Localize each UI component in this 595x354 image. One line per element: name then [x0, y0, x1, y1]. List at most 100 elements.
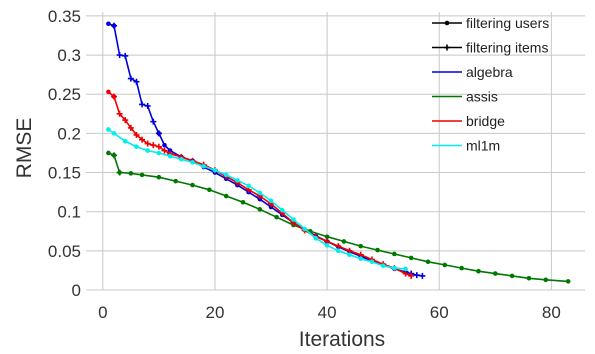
series-assis-point: [425, 259, 431, 265]
series-algebra-point: [116, 52, 123, 59]
legend-label: algebra: [466, 64, 513, 80]
series-ml1m-point: [156, 150, 162, 156]
grid-lines: [86, 12, 585, 291]
series-algebra-point: [106, 21, 111, 27]
y-axis-title: RMSE: [13, 118, 36, 179]
series-algebra-point: [156, 131, 162, 136]
series-assis: [106, 150, 571, 284]
series-assis-point: [509, 273, 515, 279]
series-assis-point: [358, 243, 364, 249]
series-assis-point: [526, 275, 532, 281]
series-assis-point: [240, 199, 246, 205]
y-tick-label: 0.05: [48, 242, 81, 261]
series-algebra-point: [413, 272, 420, 279]
series-bridge-point: [408, 272, 415, 279]
legend-item-assis: assis: [432, 89, 498, 105]
legend-item-ml1m: ml1m: [432, 138, 500, 154]
x-tick-label: 20: [205, 303, 224, 322]
series-algebra-point: [167, 148, 173, 153]
series-assis-point: [106, 150, 111, 156]
series-ml1m-point: [380, 263, 386, 269]
series-ml1m-point: [324, 243, 330, 248]
series-ml1m-point: [223, 172, 229, 178]
series-ml1m-point: [212, 167, 218, 173]
series-algebra-point: [419, 272, 426, 279]
series-ml1m-point: [313, 236, 319, 241]
y-tick-label: 0.15: [48, 164, 81, 183]
series-assis-point: [274, 214, 279, 220]
x-tick-label: 0: [98, 303, 107, 322]
series-bridge-point: [402, 270, 409, 277]
series-ml1m-point: [336, 248, 341, 254]
y-tick-label: 0: [72, 281, 81, 300]
series-assis-point: [341, 239, 347, 244]
legend-item-bridge: bridge: [432, 113, 505, 129]
series-bridge-point: [161, 147, 168, 154]
legend-label: ml1m: [466, 138, 500, 154]
series-ml1m-point: [403, 266, 408, 272]
legend: filtering users filtering items algebra ass…: [432, 15, 549, 154]
series-ml1m: [106, 127, 408, 272]
series-ml1m-point: [369, 259, 375, 265]
y-tick-label: 0.25: [48, 85, 81, 104]
series-assis-point: [117, 170, 122, 175]
x-tick-label: 40: [318, 303, 337, 322]
legend-marker-point: [444, 20, 450, 26]
legend-label: assis: [466, 89, 498, 105]
series-bridge-point: [139, 136, 146, 143]
legend-label: filtering items: [466, 40, 548, 56]
series-assis-point: [375, 247, 380, 253]
series-ml1m-point: [145, 148, 150, 153]
x-axis-title: Iterations: [299, 328, 385, 351]
series-assis-point: [565, 279, 571, 284]
y-tick-label: 0.2: [57, 124, 81, 143]
legend-item-algebra: algebra: [432, 64, 513, 80]
series-ml1m-point: [134, 144, 139, 149]
series-assis-point: [476, 268, 481, 274]
series-assis-point: [156, 174, 162, 180]
series-assis-line: [113, 155, 121, 173]
series-ml1m-point: [268, 198, 274, 204]
series-bridge-point: [116, 110, 123, 117]
series-ml1m-point: [392, 265, 397, 271]
series-algebra-point: [111, 22, 118, 29]
legend-label: bridge: [466, 113, 505, 129]
series-ml1m-point: [190, 160, 195, 165]
legend-item-filtering-users: filtering users: [432, 15, 549, 31]
series-ml1m-point: [201, 163, 207, 169]
series-ml1m-point: [106, 127, 111, 132]
series-bridge-point: [122, 117, 129, 124]
series-algebra-point: [162, 142, 167, 148]
series-bridge-point: [106, 89, 111, 95]
series-algebra-point: [133, 78, 140, 85]
series-bridge-point: [127, 124, 134, 131]
y-tick-label: 0.1: [57, 203, 81, 222]
series-ml1m-point: [179, 156, 184, 162]
series-algebra-point: [122, 52, 129, 59]
legend-marker-point: [444, 44, 450, 51]
series-assis-point: [392, 251, 397, 257]
series-bridge-point: [144, 140, 151, 147]
series-algebra-point: [127, 75, 134, 82]
series-assis-point: [128, 171, 134, 176]
y-tick-label: 0.3: [57, 46, 81, 65]
series-ml1m-point: [246, 183, 251, 189]
series-layer: [106, 21, 571, 284]
series-ml1m-point: [167, 153, 173, 159]
series-ml1m-point: [291, 217, 296, 222]
series-assis-point: [408, 255, 414, 261]
series-assis-point: [173, 178, 179, 184]
series-ml1m-line: [107, 128, 406, 270]
series-assis-point: [459, 265, 464, 271]
series-ml1m-point: [302, 226, 307, 232]
series-bridge-point: [155, 143, 162, 150]
series-assis-point: [190, 182, 195, 188]
series-ml1m-point: [111, 131, 117, 136]
x-tick-label: 80: [542, 303, 561, 322]
x-tick-label: 60: [430, 303, 449, 322]
series-algebra-point: [150, 118, 157, 125]
series-assis-point: [257, 207, 263, 212]
series-ml1m-point: [279, 207, 285, 213]
